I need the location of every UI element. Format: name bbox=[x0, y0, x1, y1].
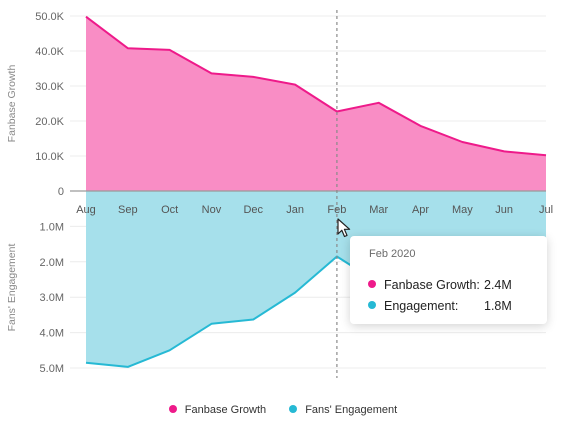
tooltip-engagement-dot bbox=[368, 301, 376, 309]
x-tick-feb: Feb bbox=[327, 204, 346, 216]
tooltip-fanbase-value: 2.4M bbox=[484, 278, 512, 292]
x-tick-may: May bbox=[452, 204, 473, 216]
y-tick-top-1: 10.0K bbox=[35, 151, 64, 163]
y-tick-bottom-0: 1.0M bbox=[40, 221, 64, 233]
y-tick-top-4: 40.0K bbox=[35, 46, 64, 58]
y-tick-bottom-2: 3.0M bbox=[40, 292, 64, 304]
y-tick-bottom-3: 4.0M bbox=[40, 328, 64, 340]
mirrored-area-chart[interactable]: 0 10.0K 20.0K 30.0K 40.0K 50.0K 1.0M 2.0M 3.0M 4.… bbox=[0, 0, 566, 400]
x-tick-sep: Sep bbox=[118, 204, 138, 216]
legend-item-fanbase[interactable]: Fanbase Growth bbox=[168, 404, 267, 416]
legend-engagement-dot bbox=[289, 405, 298, 413]
y-axis-title-bottom: Fans' Engagement bbox=[6, 244, 18, 332]
y-tick-top-5: 50.0K bbox=[35, 11, 64, 23]
legend-fanbase-label: Fanbase Growth bbox=[184, 404, 267, 416]
x-tick-mar: Mar bbox=[369, 204, 388, 216]
tooltip-title: Feb 2020 bbox=[369, 248, 416, 260]
tooltip: Feb 2020 Fanbase Growth: 2.4M Engagement:… bbox=[350, 236, 547, 324]
tooltip-engagement-label: Engagement: bbox=[384, 299, 459, 313]
x-tick-jul: Jul bbox=[539, 204, 553, 216]
x-tick-aug: Aug bbox=[76, 204, 96, 216]
tooltip-row-fanbase: Fanbase Growth: 2.4M bbox=[368, 278, 512, 292]
y-tick-top-2: 20.0K bbox=[35, 116, 64, 128]
x-tick-dec: Dec bbox=[243, 204, 263, 216]
tooltip-fanbase-dot bbox=[368, 280, 376, 288]
area-fanbase-growth bbox=[86, 16, 546, 192]
x-tick-oct: Oct bbox=[161, 204, 178, 216]
tooltip-row-engagement: Engagement: 1.8M bbox=[368, 299, 512, 313]
line-fanbase-growth bbox=[85, 15, 547, 157]
y-tick-bottom-1: 2.0M bbox=[40, 257, 64, 269]
mouse-pointer-icon bbox=[337, 218, 351, 238]
legend: Fanbase Growth Fans' Engagement bbox=[0, 404, 566, 416]
legend-item-engagement[interactable]: Fans' Engagement bbox=[289, 404, 397, 416]
x-tick-jan: Jan bbox=[286, 204, 304, 216]
y-tick-bottom-4: 5.0M bbox=[40, 363, 64, 375]
tooltip-engagement-value: 1.8M bbox=[484, 299, 512, 313]
area-fans-engagement bbox=[86, 191, 546, 367]
x-tick-apr: Apr bbox=[412, 204, 429, 216]
tooltip-fanbase-label: Fanbase Growth: bbox=[384, 278, 480, 292]
legend-engagement-label: Fans' Engagement bbox=[305, 404, 398, 416]
y-axis-title-top: Fanbase Growth bbox=[6, 65, 18, 143]
x-tick-jun: Jun bbox=[495, 204, 513, 216]
y-tick-top-0: 0 bbox=[58, 186, 64, 198]
legend-fanbase-dot bbox=[168, 405, 177, 413]
x-tick-nov: Nov bbox=[202, 204, 222, 216]
y-tick-top-3: 30.0K bbox=[35, 81, 64, 93]
